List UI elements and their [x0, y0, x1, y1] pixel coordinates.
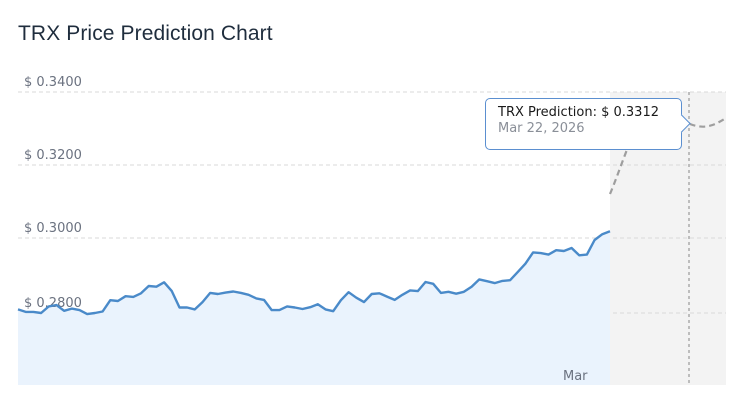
price-line[interactable]	[17, 230, 611, 316]
chart-title: TRX Price Prediction Chart	[18, 22, 273, 45]
y-tick-label: $ 0.2800	[24, 296, 82, 311]
tooltip-date: Mar 22, 2026	[498, 121, 585, 136]
prediction-tooltip: TRX Prediction: $ 0.3312 Mar 22, 2026	[485, 98, 691, 150]
forecast-line[interactable]	[608, 114, 727, 195]
tooltip-value: TRX Prediction: $ 0.3312	[498, 105, 659, 120]
x-tick-label: Mar	[563, 369, 588, 384]
price-area	[18, 231, 610, 385]
y-tick-label: $ 0.3200	[24, 148, 82, 163]
y-tick-label: $ 0.3000	[24, 221, 82, 236]
y-tick-label: $ 0.3400	[24, 75, 82, 90]
